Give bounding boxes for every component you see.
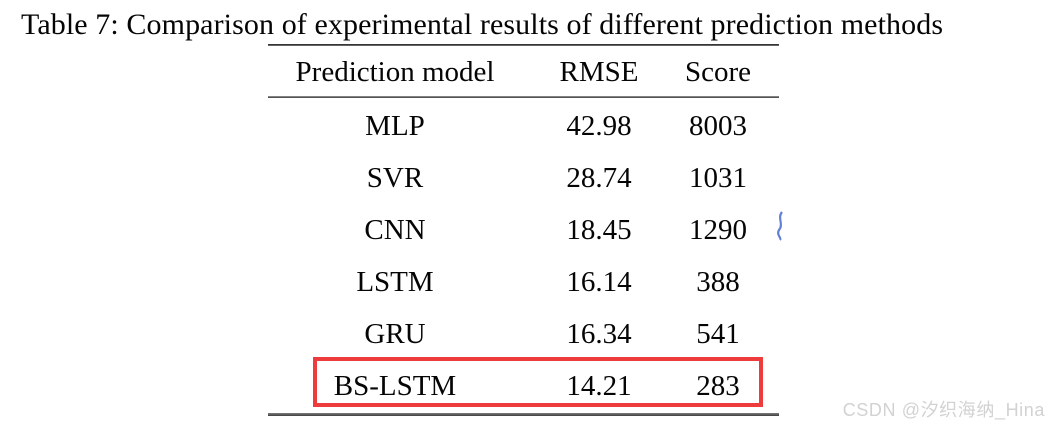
cell-model: GRU <box>364 318 426 351</box>
cell-model: CNN <box>364 213 426 246</box>
cell-model: SVR <box>366 161 424 194</box>
ink-mark-icon <box>774 210 786 242</box>
table-row-bs-lstm: BS-LSTM 14.21 283 <box>268 361 760 413</box>
table-row-gru: GRU 16.34 541 <box>268 309 760 361</box>
table-caption: Table 7: Comparison of experimental resu… <box>21 8 944 41</box>
watermark: CSDN @汐织海纳_Hina <box>842 400 1045 420</box>
column-header-prediction-model: Prediction model <box>295 55 495 88</box>
cell-rmse: 42.98 <box>566 109 632 142</box>
cell-score: 541 <box>696 318 740 351</box>
table-bottom-rule <box>268 413 779 416</box>
cell-score: 1290 <box>689 213 747 246</box>
cell-score: 388 <box>696 266 740 299</box>
cell-score: 8003 <box>689 109 747 142</box>
cell-model: BS-LSTM <box>333 370 457 403</box>
table-row-svr: SVR 28.74 1031 <box>268 152 760 204</box>
table-header-rule <box>268 96 779 98</box>
cell-rmse: 28.74 <box>566 161 632 194</box>
cell-score: 1031 <box>689 161 747 194</box>
table-body: MLP 42.98 8003 SVR 28.74 1031 CNN 18.45 1290 LSTM… <box>268 100 760 413</box>
cell-rmse: 16.34 <box>566 318 632 351</box>
cell-model: MLP <box>365 109 425 142</box>
table-header-row: Prediction model RMSE Score <box>268 48 760 96</box>
column-header-rmse: RMSE <box>559 55 639 88</box>
cell-rmse: 18.45 <box>566 213 632 246</box>
cell-model: LSTM <box>356 266 434 299</box>
cell-score: 283 <box>696 370 740 403</box>
cell-rmse: 16.14 <box>566 266 632 299</box>
column-header-score: Score <box>684 55 752 88</box>
table-row-mlp: MLP 42.98 8003 <box>268 100 760 152</box>
table-row-lstm: LSTM 16.14 388 <box>268 257 760 309</box>
table-top-rule <box>268 44 779 46</box>
table-row-cnn: CNN 18.45 1290 <box>268 204 760 256</box>
cell-rmse: 14.21 <box>566 370 632 403</box>
